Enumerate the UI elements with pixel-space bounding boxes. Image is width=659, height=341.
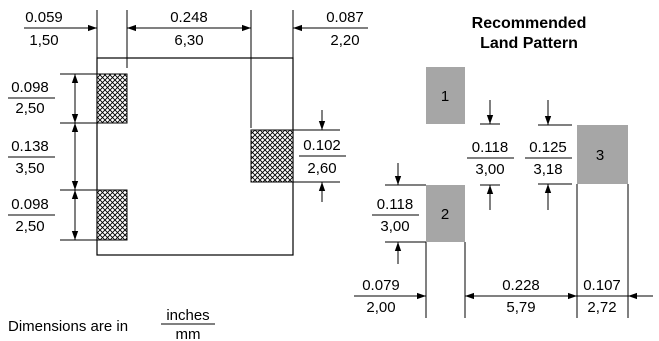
- dim-pad1-height-in: 0.098: [11, 79, 49, 96]
- dim-left-offset-in: 0.059: [25, 9, 63, 26]
- package-outline-group: [96, 57, 294, 256]
- dim-pad2h-in: 0.118: [377, 196, 413, 213]
- units-legend: Dimensions are in inches mm: [8, 307, 215, 341]
- dim-spacing-in: 0.228: [502, 277, 540, 294]
- land-pad-3-label: 3: [596, 147, 604, 164]
- land-pattern-title-line2: Land Pattern: [480, 35, 578, 52]
- land-pad-3: [577, 125, 628, 184]
- dim-gap12-mm: 3,00: [475, 161, 504, 178]
- dim-pad3-span-in: 0.248: [170, 9, 208, 26]
- land-gap-12-dimension: 0.118 3,00: [467, 100, 514, 210]
- land-pad-1-label: 1: [441, 88, 449, 105]
- land-pad3-offset-dimension: 0.125 3,18: [525, 100, 572, 210]
- land-bottom-dimensions: 0.079 2,00 0.228 5,79 0.107 2,72: [354, 184, 653, 318]
- dim-pad3-height-in: 0.102: [303, 137, 341, 154]
- dim-pad2h-mm: 3,00: [380, 218, 409, 235]
- dim-pad3-height-mm: 2,60: [307, 160, 336, 177]
- land-pattern-title-line1: Recommended: [472, 15, 587, 32]
- package-top-dimensions: 0.059 1,50 0.248 6,30 0.087 2,20: [24, 9, 368, 128]
- dim-width12-in: 0.079: [362, 277, 400, 294]
- dim-pad-gap-mm: 3,50: [15, 160, 44, 177]
- units-legend-inches: inches: [166, 307, 209, 324]
- dim-pad3-span-mm: 6,30: [174, 32, 203, 49]
- dim-pad3-width-mm: 2,72: [587, 299, 616, 316]
- dim-left-offset-mm: 1,50: [29, 32, 58, 49]
- land-pattern-pads: 1 2 3: [426, 67, 628, 242]
- dim-spacing-mm: 5,79: [506, 299, 535, 316]
- dim-gap12-in: 0.118: [472, 139, 508, 156]
- package-pad-1: [96, 73, 128, 124]
- land-pad-2-label: 2: [441, 206, 449, 223]
- dim-pad3-width-in: 0.107: [583, 277, 621, 294]
- land-pad2-height-dimension: 0.118 3,00: [372, 163, 426, 264]
- dim-offset3-in: 0.125: [529, 139, 567, 156]
- dim-width12-mm: 2,00: [366, 299, 395, 316]
- land-pad-2: [426, 185, 465, 242]
- package-left-dimensions: 0.098 2,50 0.138 3,50 0.098 2,50: [8, 73, 97, 241]
- dim-pad-gap-in: 0.138: [11, 138, 49, 155]
- dim-right-offset-in: 0.087: [326, 9, 364, 26]
- dim-pad1-height-mm: 2,50: [15, 100, 44, 117]
- dim-right-offset-mm: 2,20: [330, 32, 359, 49]
- land-pad-1: [426, 67, 465, 124]
- dim-pad2-height-in: 0.098: [11, 196, 49, 213]
- units-legend-mm: mm: [176, 326, 201, 341]
- package-pad3-dimension: 0.102 2,60: [293, 110, 346, 202]
- package-pad-2: [96, 189, 128, 241]
- units-legend-prefix: Dimensions are in: [8, 318, 128, 335]
- package-pad-3: [250, 129, 294, 183]
- dim-offset3-mm: 3,18: [533, 161, 562, 178]
- dim-pad2-height-mm: 2,50: [15, 218, 44, 235]
